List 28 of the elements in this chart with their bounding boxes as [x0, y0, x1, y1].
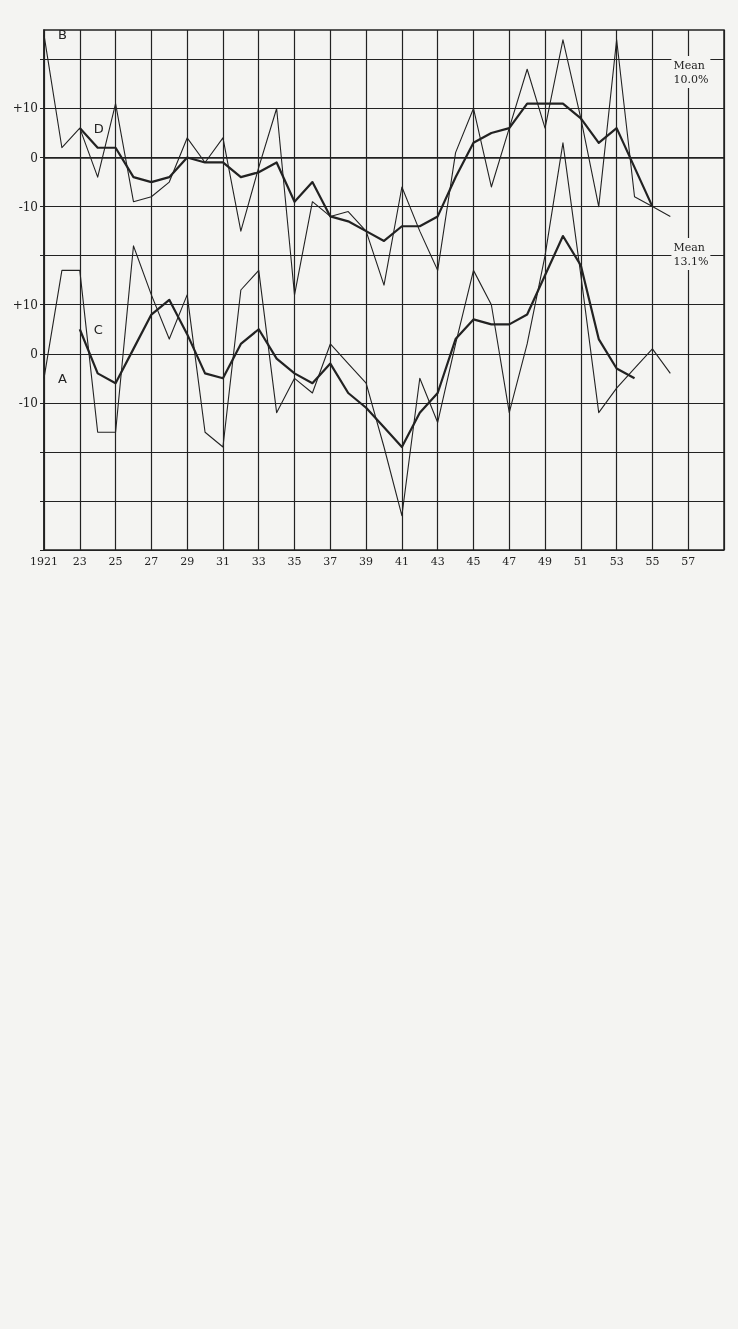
x-tick-label: 43: [430, 555, 445, 568]
series-label: A: [58, 370, 67, 386]
x-tick-label: 33: [251, 555, 266, 568]
y-tick-label: 0: [30, 150, 38, 165]
x-tick-label: 31: [215, 555, 230, 568]
x-tick-label: 37: [323, 555, 338, 568]
y-tick-label: +10: [12, 101, 38, 116]
x-tick-label: 39: [359, 555, 374, 568]
x-tick-label: 27: [144, 555, 159, 568]
annotation: Mean 10.0%: [673, 58, 709, 86]
x-tick-label: 23: [72, 555, 87, 568]
series-label: B: [58, 27, 67, 43]
x-tick-label: 51: [573, 555, 588, 568]
x-tick-label: 35: [287, 555, 302, 568]
x-tick-label: 45: [466, 555, 481, 568]
series-label: C: [93, 321, 103, 337]
x-tick-label: 25: [108, 555, 123, 568]
x-tick-label: 55: [645, 555, 660, 568]
series-label: D: [93, 120, 104, 136]
x-tick-label: 41: [394, 555, 409, 568]
annotation: Mean 13.1%: [673, 240, 709, 268]
x-tick-label: 47: [502, 555, 517, 568]
x-tick-label: 49: [538, 555, 553, 568]
x-tick-label: 57: [681, 555, 696, 568]
x-tick-label: 1921: [30, 555, 58, 568]
y-tick-label: -10: [18, 199, 38, 214]
x-tick-label: 29: [180, 555, 195, 568]
x-tick-label: 53: [609, 555, 624, 568]
